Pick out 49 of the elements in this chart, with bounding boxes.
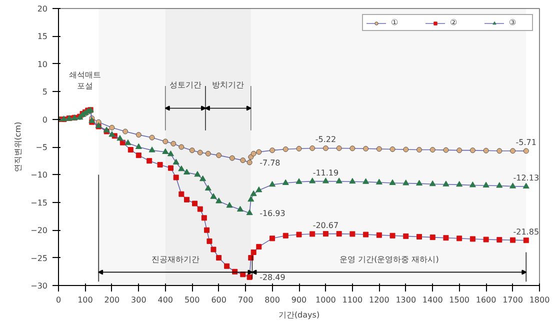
y-tick-label: 15	[37, 32, 48, 42]
x-tick-label: 600	[211, 296, 226, 304]
legend-label: ②	[450, 18, 458, 27]
annotation: -28.49	[260, 273, 286, 282]
y-tick-label: 5	[42, 88, 48, 97]
annotation: -5.22	[315, 135, 336, 144]
y-tick-label: 10	[37, 60, 48, 69]
x-tick-label: 1500	[449, 296, 470, 304]
band-label: 운영 기간(운영하중 재하시)	[340, 254, 439, 264]
band-label: 방치기간	[212, 80, 244, 90]
y-tick-label: −5	[36, 143, 48, 152]
x-tick-label: 0	[56, 296, 62, 304]
x-tick-label: 800	[264, 296, 280, 304]
x-tick-label: 500	[184, 296, 200, 304]
y-axis-title: 연직변위(cm)	[14, 122, 23, 172]
annotation: 쇄석매트 포설	[69, 70, 102, 90]
legend-label: ①	[391, 18, 400, 27]
legend-label: ③	[509, 18, 518, 27]
annotation: -20.67	[312, 220, 339, 230]
x-tick-label: 1800	[529, 296, 550, 304]
y-tick-label: −30	[30, 282, 48, 290]
x-tick-label: 300	[131, 296, 146, 304]
y-tick-label: −20	[30, 226, 48, 236]
x-tick-label: 400	[158, 296, 174, 304]
x-tick-label: 900	[291, 296, 307, 304]
x-tick-label: 1200	[368, 296, 390, 304]
x-tick-label: 700	[238, 296, 254, 304]
y-tick-label: −15	[30, 198, 48, 208]
y-tick-label: 20	[37, 4, 48, 14]
band-label: 진공재하기간	[151, 254, 200, 264]
y-tick-label: 0	[42, 115, 48, 124]
annotation: -5.71	[516, 138, 536, 147]
x-tick-label: 1000	[316, 296, 336, 304]
annotation: -21.85	[513, 227, 540, 236]
annotation: -16.93	[260, 209, 286, 218]
annotation: -7.78	[260, 158, 280, 168]
x-axis-title: 기간(days)	[278, 310, 320, 320]
x-tick-label: 100	[78, 296, 93, 304]
y-tick-label: −10	[30, 170, 48, 180]
x-tick-label: 1100	[342, 296, 363, 304]
x-tick-label: 1700	[502, 296, 523, 304]
x-tick-label: 200	[104, 296, 120, 304]
x-tick-label: 1600	[476, 296, 496, 304]
x-tick-label: 1400	[422, 296, 443, 304]
annotation: -11.19	[312, 168, 339, 178]
y-tick-label: −25	[30, 254, 48, 263]
x-tick-label: 1300	[396, 296, 416, 304]
annotation: -12.13	[513, 174, 540, 182]
band-label: 성토기간	[169, 80, 202, 90]
